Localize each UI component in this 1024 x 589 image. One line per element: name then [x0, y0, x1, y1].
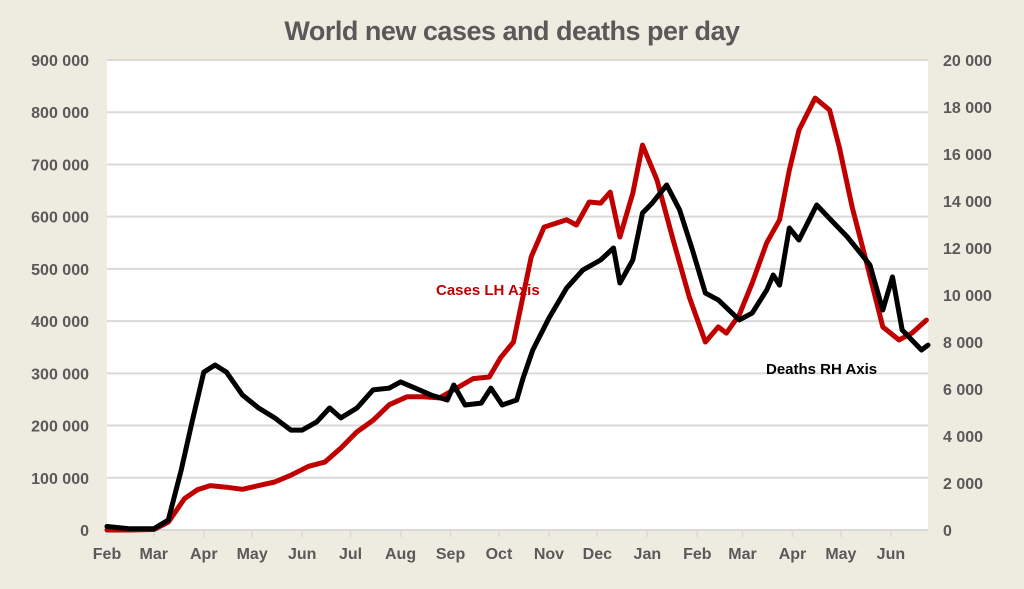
y-right-tick-label: 16 000: [943, 147, 992, 164]
x-tick-label: Mar: [728, 546, 756, 563]
plot-area: [107, 60, 928, 530]
x-tick-label: Feb: [683, 546, 712, 563]
x-tick-label: Feb: [93, 546, 122, 563]
y-right-tick-label: 6 000: [943, 382, 983, 399]
x-tick-label: Mar: [140, 546, 168, 563]
y-right-tick-label: 2 000: [943, 476, 983, 493]
annotation-deaths: Deaths RH Axis: [766, 361, 877, 378]
y-right-tick-label: 20 000: [943, 53, 992, 70]
y-left-tick-label: 400 000: [31, 314, 89, 331]
y-right-tick-label: 8 000: [943, 335, 983, 352]
y-left-tick-label: 700 000: [31, 157, 89, 174]
y-right-tick-label: 14 000: [943, 194, 992, 211]
y-right-tick-label: 12 000: [943, 241, 992, 258]
x-tick-label: Sep: [436, 546, 466, 563]
y-right-tick-label: 4 000: [943, 429, 983, 446]
y-left-tick-label: 800 000: [31, 105, 89, 122]
y-left-tick-label: 0: [80, 523, 89, 540]
y-left-tick-label: 200 000: [31, 419, 89, 436]
y-left-tick-label: 100 000: [31, 471, 89, 488]
x-tick-label: Aug: [385, 546, 416, 563]
x-tick-label: May: [237, 546, 268, 563]
y-left-tick-label: 300 000: [31, 366, 89, 383]
y-right-tick-label: 18 000: [943, 100, 992, 117]
x-tick-label: Jun: [288, 546, 316, 563]
y-left-tick-label: 900 000: [31, 53, 89, 70]
y-right-tick-label: 10 000: [943, 288, 992, 305]
x-tick-label: Oct: [486, 546, 513, 563]
x-tick-label: Apr: [779, 546, 807, 563]
x-tick-label: Nov: [534, 546, 564, 563]
x-tick-label: May: [825, 546, 856, 563]
x-tick-label: Jul: [339, 546, 362, 563]
series-line-cases: [104, 95, 929, 533]
chart-title: World new cases and deaths per day: [284, 16, 740, 46]
annotation-cases: Cases LH Axis: [436, 282, 540, 299]
x-tick-label: Apr: [190, 546, 218, 563]
x-tick-label: Dec: [583, 546, 612, 563]
y-left-tick-label: 600 000: [31, 210, 89, 227]
series-line-deaths: [104, 182, 931, 532]
y-left-tick-label: 500 000: [31, 262, 89, 279]
y-right-tick-label: 0: [943, 523, 952, 540]
x-tick-label: Jan: [634, 546, 662, 563]
x-tick-label: Jun: [877, 546, 905, 563]
